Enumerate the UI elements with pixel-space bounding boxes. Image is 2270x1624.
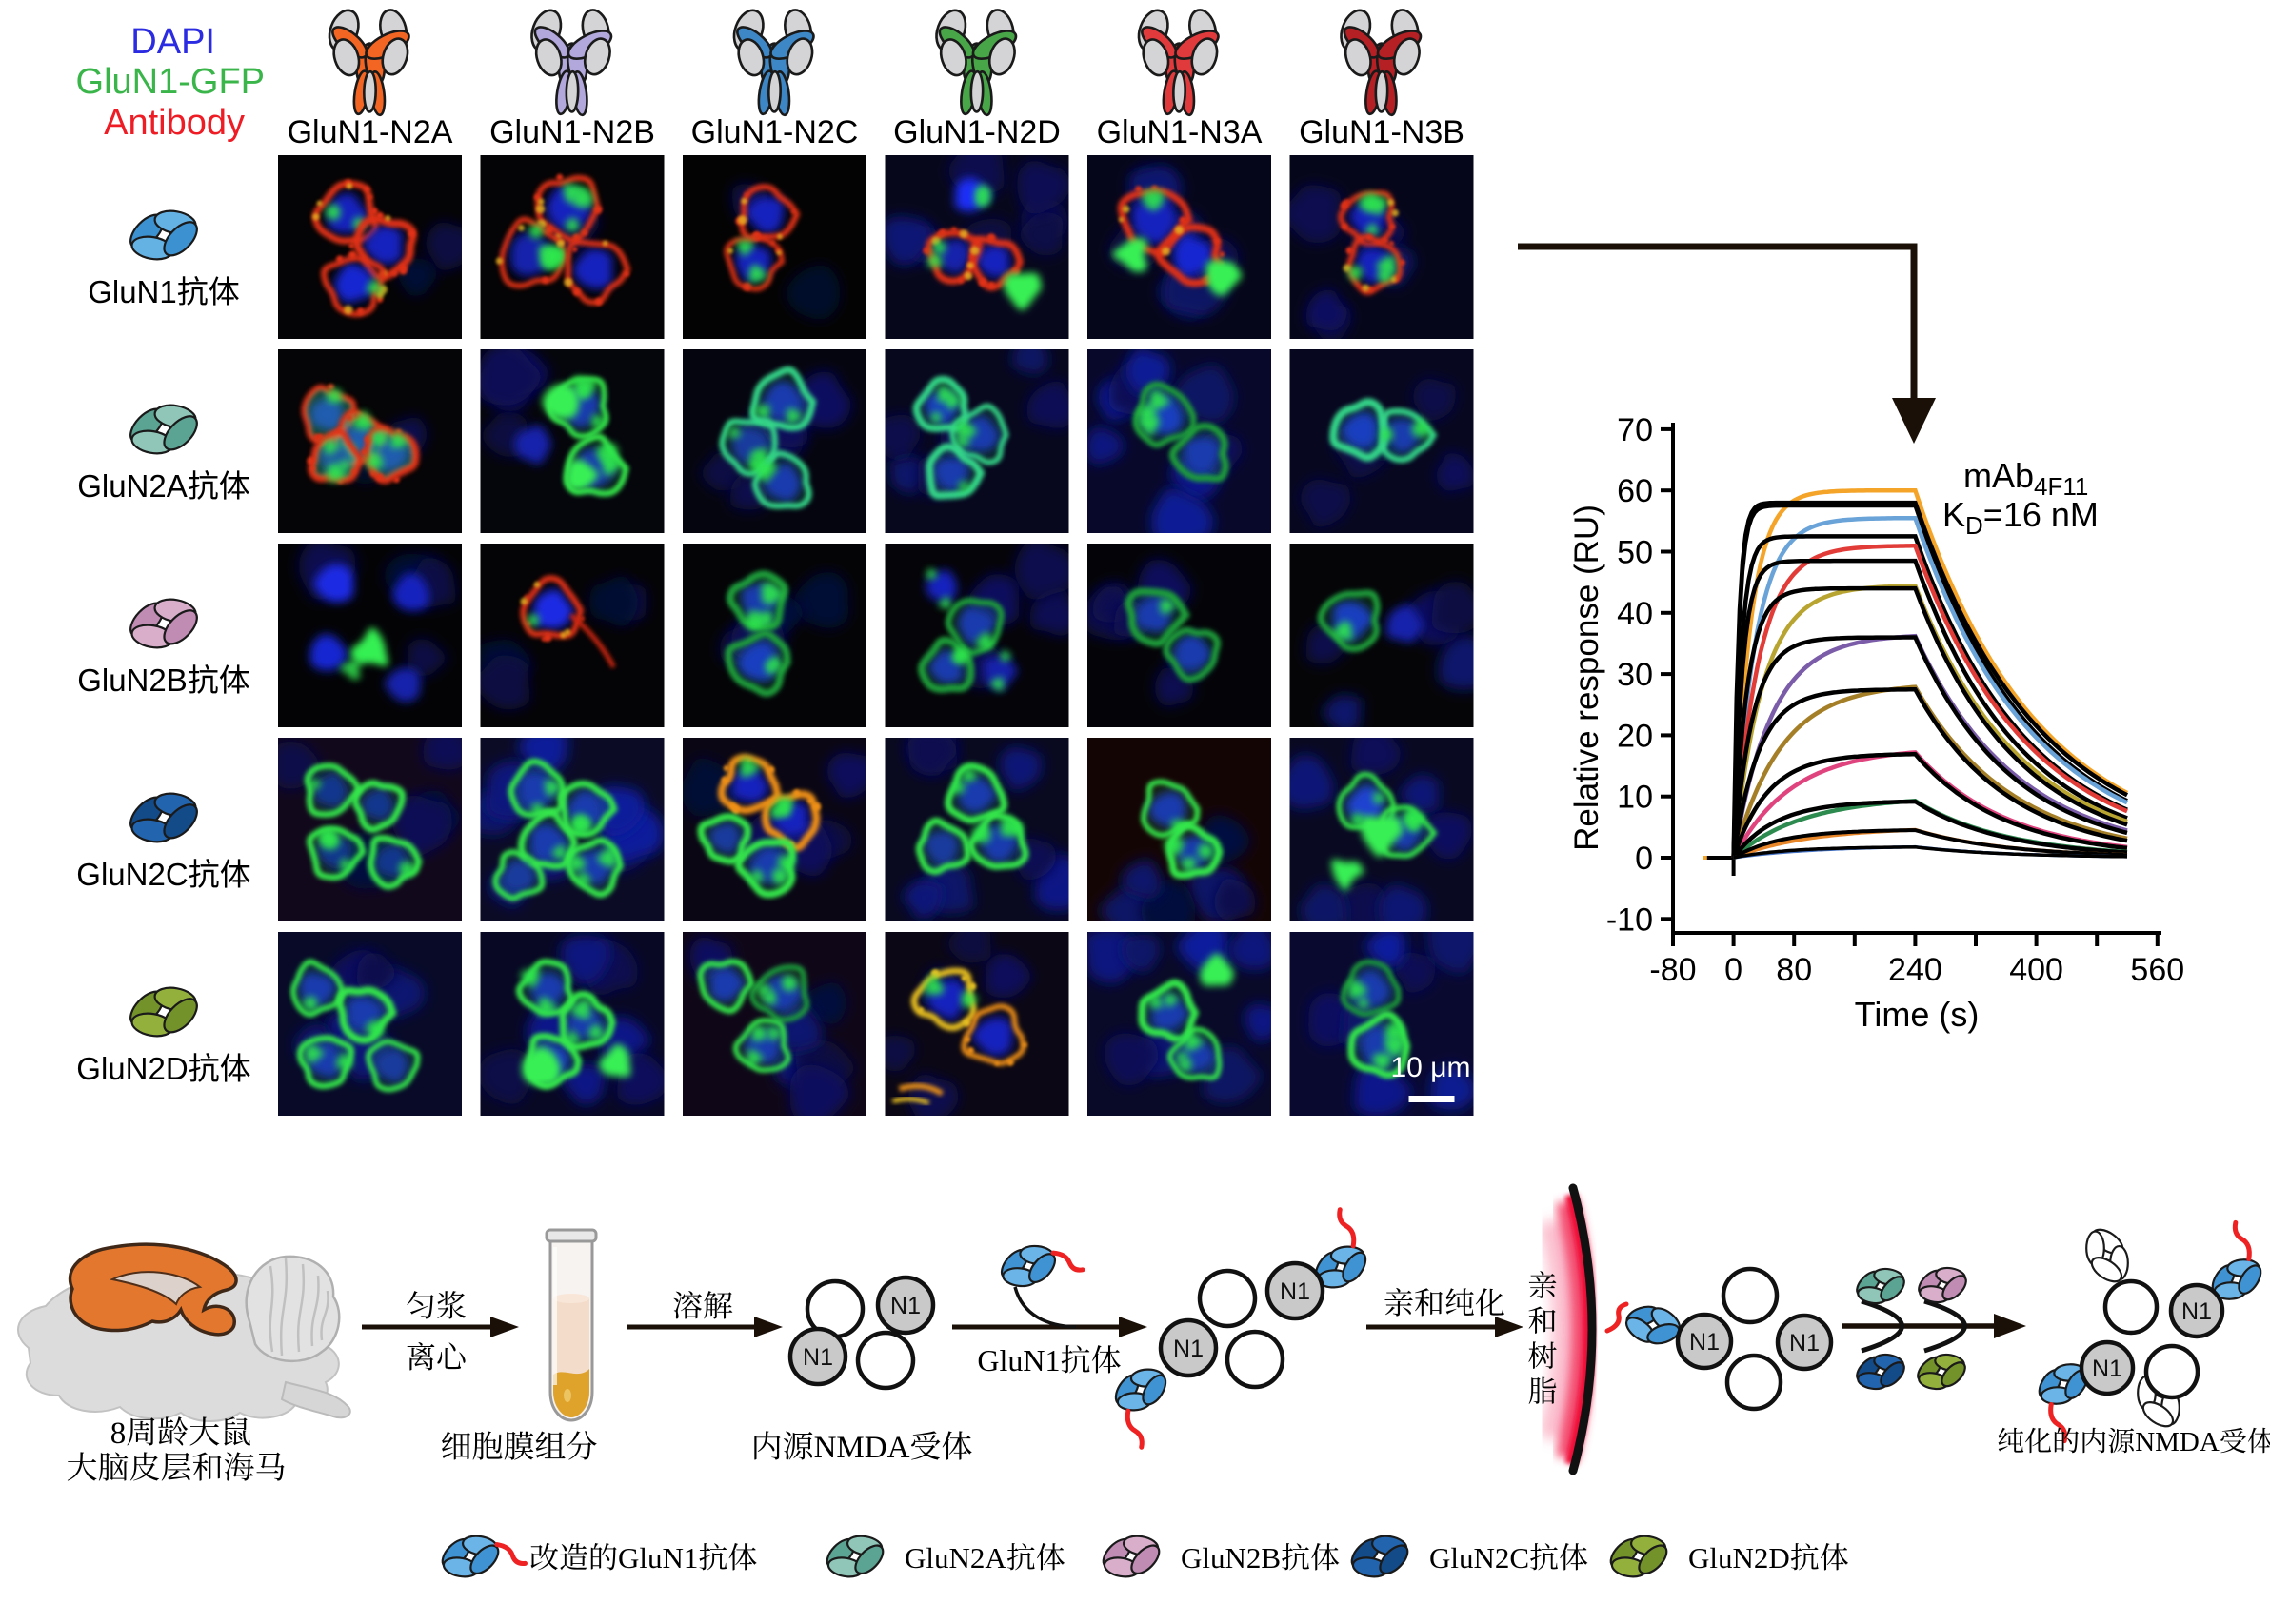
svg-text:50: 50	[1617, 535, 1653, 571]
svg-text:GluN2C: GluN2C	[76, 857, 188, 892]
svg-text:DAPI: DAPI	[130, 22, 215, 62]
svg-text:GluN1-N2B: GluN1-N2B	[489, 114, 655, 150]
svg-text:GluN2A: GluN2A	[77, 468, 188, 504]
svg-text:8: 8	[110, 1416, 127, 1451]
svg-text:10: 10	[1617, 780, 1653, 816]
svg-text:GluN1-N2D: GluN1-N2D	[893, 114, 1061, 150]
svg-text:10 μm: 10 μm	[1391, 1052, 1471, 1083]
svg-text:60: 60	[1617, 473, 1653, 509]
svg-text:Relative response (RU): Relative response (RU)	[1568, 505, 1605, 851]
svg-text:N1: N1	[890, 1293, 921, 1319]
svg-text:GluN2B: GluN2B	[77, 663, 188, 698]
svg-text:GluN1-GFP: GluN1-GFP	[76, 62, 265, 102]
svg-text:GluN1: GluN1	[88, 274, 177, 309]
svg-text:GluN1-N2A: GluN1-N2A	[288, 114, 453, 150]
svg-text:Antibody: Antibody	[104, 103, 245, 143]
svg-text:N1: N1	[1789, 1330, 1820, 1357]
svg-text:N1: N1	[2181, 1298, 2212, 1325]
svg-text:Time (s): Time (s)	[1855, 995, 1980, 1034]
svg-text:560: 560	[2130, 952, 2184, 988]
svg-text:N1: N1	[1173, 1336, 1204, 1362]
svg-text:-80: -80	[1649, 952, 1696, 988]
svg-text:70: 70	[1617, 412, 1653, 448]
svg-text:400: 400	[2009, 952, 2063, 988]
svg-text:GluN2A: GluN2A	[905, 1541, 1006, 1574]
svg-text:NMDA: NMDA	[814, 1431, 910, 1465]
svg-text:GluN2B: GluN2B	[1181, 1541, 1281, 1574]
svg-text:N1: N1	[803, 1344, 833, 1371]
svg-text:N1: N1	[2092, 1356, 2122, 1382]
svg-text:40: 40	[1617, 596, 1653, 632]
svg-text:30: 30	[1617, 657, 1653, 693]
svg-text:GluN1-N3A: GluN1-N3A	[1097, 114, 1263, 150]
svg-text:GluN1-N2C: GluN1-N2C	[691, 114, 859, 150]
svg-text:NMDA: NMDA	[2135, 1427, 2220, 1457]
svg-text:GluN1-N3B: GluN1-N3B	[1299, 114, 1464, 150]
svg-text:N1: N1	[1280, 1278, 1310, 1305]
svg-text:N1: N1	[1689, 1329, 1720, 1356]
svg-text:GluN1: GluN1	[618, 1541, 698, 1574]
svg-text:0: 0	[1724, 952, 1742, 988]
svg-text:GluN2D: GluN2D	[1688, 1541, 1790, 1574]
svg-text:0: 0	[1635, 841, 1653, 877]
svg-text:-10: -10	[1606, 901, 1653, 938]
svg-text:GluN1: GluN1	[977, 1343, 1060, 1377]
svg-text:80: 80	[1776, 952, 1812, 988]
svg-text:20: 20	[1617, 718, 1653, 754]
svg-text:240: 240	[1888, 952, 1942, 988]
svg-text:GluN2C: GluN2C	[1429, 1541, 1529, 1574]
svg-text:GluN2D: GluN2D	[76, 1051, 188, 1086]
